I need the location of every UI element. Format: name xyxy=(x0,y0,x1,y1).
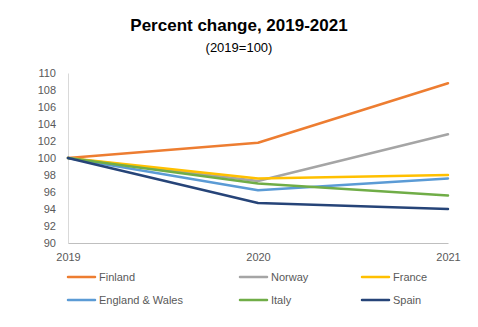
legend-swatch xyxy=(240,299,267,302)
y-tick: 96 xyxy=(44,186,68,198)
legend-swatch xyxy=(362,276,389,279)
y-tick-label: 90 xyxy=(44,237,56,249)
legend-label: Norway xyxy=(271,271,309,283)
x-tick-label: 2019 xyxy=(56,251,80,263)
y-tick: 100 xyxy=(38,152,68,164)
x-axis-line xyxy=(69,243,449,244)
legend-label: Spain xyxy=(393,294,421,306)
y-axis: 90 92 94 96 98 100 102 104 106 108 110 xyxy=(38,67,69,249)
y-tick: 94 xyxy=(44,203,68,215)
y-tick: 90 xyxy=(44,237,68,249)
legend-label: Finland xyxy=(99,271,135,283)
series-line xyxy=(68,83,448,158)
y-tick-label: 104 xyxy=(38,118,56,130)
legend-item: Finland xyxy=(68,271,135,283)
legend-item: Norway xyxy=(240,271,309,283)
legend-swatch xyxy=(68,276,95,279)
legend-item: England & Wales xyxy=(68,294,183,306)
chart: Percent change, 2019-2021(2019=100)90929… xyxy=(0,0,478,327)
legend-item: Spain xyxy=(362,294,421,306)
y-tick: 98 xyxy=(44,169,68,181)
y-tick: 102 xyxy=(38,135,68,147)
x-tick: 2021 xyxy=(436,243,460,263)
y-tick-label: 100 xyxy=(38,152,56,164)
legend: Finland Norway France England & Wales Italy S… xyxy=(68,271,427,306)
x-tick: 2020 xyxy=(246,243,270,263)
legend-swatch xyxy=(240,276,267,279)
legend-item: France xyxy=(362,271,427,283)
series-line xyxy=(68,158,448,209)
plot: 90 92 94 96 98 100 102 104 106 108 110 2019 2020 2021 xyxy=(38,67,461,263)
x-tick: 2019 xyxy=(56,243,80,263)
legend-label: Italy xyxy=(271,294,292,306)
y-tick: 108 xyxy=(38,84,68,96)
y-tick-label: 98 xyxy=(44,169,56,181)
background xyxy=(0,0,478,327)
series-line xyxy=(68,158,448,195)
legend-swatch xyxy=(362,299,389,302)
y-tick-label: 94 xyxy=(44,203,56,215)
y-tick-label: 96 xyxy=(44,186,56,198)
y-tick-label: 102 xyxy=(38,135,56,147)
y-tick-label: 108 xyxy=(38,84,56,96)
y-tick-label: 110 xyxy=(38,67,56,79)
x-tick-label: 2021 xyxy=(436,251,460,263)
y-tick: 104 xyxy=(38,118,68,130)
x-axis: 2019 2020 2021 xyxy=(56,243,460,263)
series-line xyxy=(68,158,448,190)
lines xyxy=(68,83,448,209)
y-tick-label: 92 xyxy=(44,220,56,232)
y-tick: 92 xyxy=(44,220,68,232)
y-tick-label: 106 xyxy=(38,101,56,113)
legend-label: England & Wales xyxy=(99,294,183,306)
y-tick: 110 xyxy=(38,67,68,79)
series-line xyxy=(68,134,448,181)
y-tick: 106 xyxy=(38,101,68,113)
legend-swatch xyxy=(68,299,95,302)
legend-item: Italy xyxy=(240,294,292,306)
subtitle: (2019=100) xyxy=(206,40,273,55)
x-tick-label: 2020 xyxy=(246,251,270,263)
legend-label: France xyxy=(393,271,427,283)
title: Percent change, 2019-2021 xyxy=(130,16,347,35)
